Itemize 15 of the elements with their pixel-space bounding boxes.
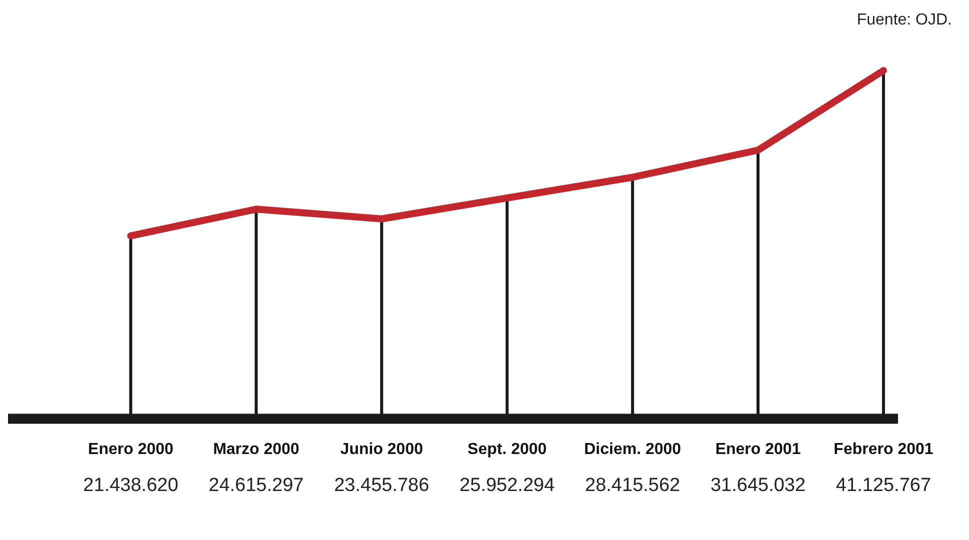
data-label: 25.952.294 (460, 475, 556, 496)
data-label: 23.455.786 (334, 475, 430, 496)
x-tick-label: Diciem. 2000 (584, 440, 682, 458)
data-label: 28.415.562 (585, 475, 680, 496)
x-tick-label: Febrero 2001 (834, 440, 934, 458)
x-tick-label: Enero 2000 (88, 440, 174, 458)
data-label: 24.615.297 (208, 475, 304, 496)
data-label: 21.438.620 (83, 475, 178, 496)
x-tick-label: Junio 2000 (340, 440, 424, 458)
source-note: Fuente: OJD. (856, 11, 952, 28)
x-tick-label: Enero 2001 (715, 440, 801, 458)
data-label: 31.645.032 (710, 475, 806, 496)
data-label: 41.125.767 (836, 475, 932, 496)
x-tick-label: Marzo 2000 (213, 440, 300, 458)
x-tick-label: Sept. 2000 (468, 440, 547, 458)
